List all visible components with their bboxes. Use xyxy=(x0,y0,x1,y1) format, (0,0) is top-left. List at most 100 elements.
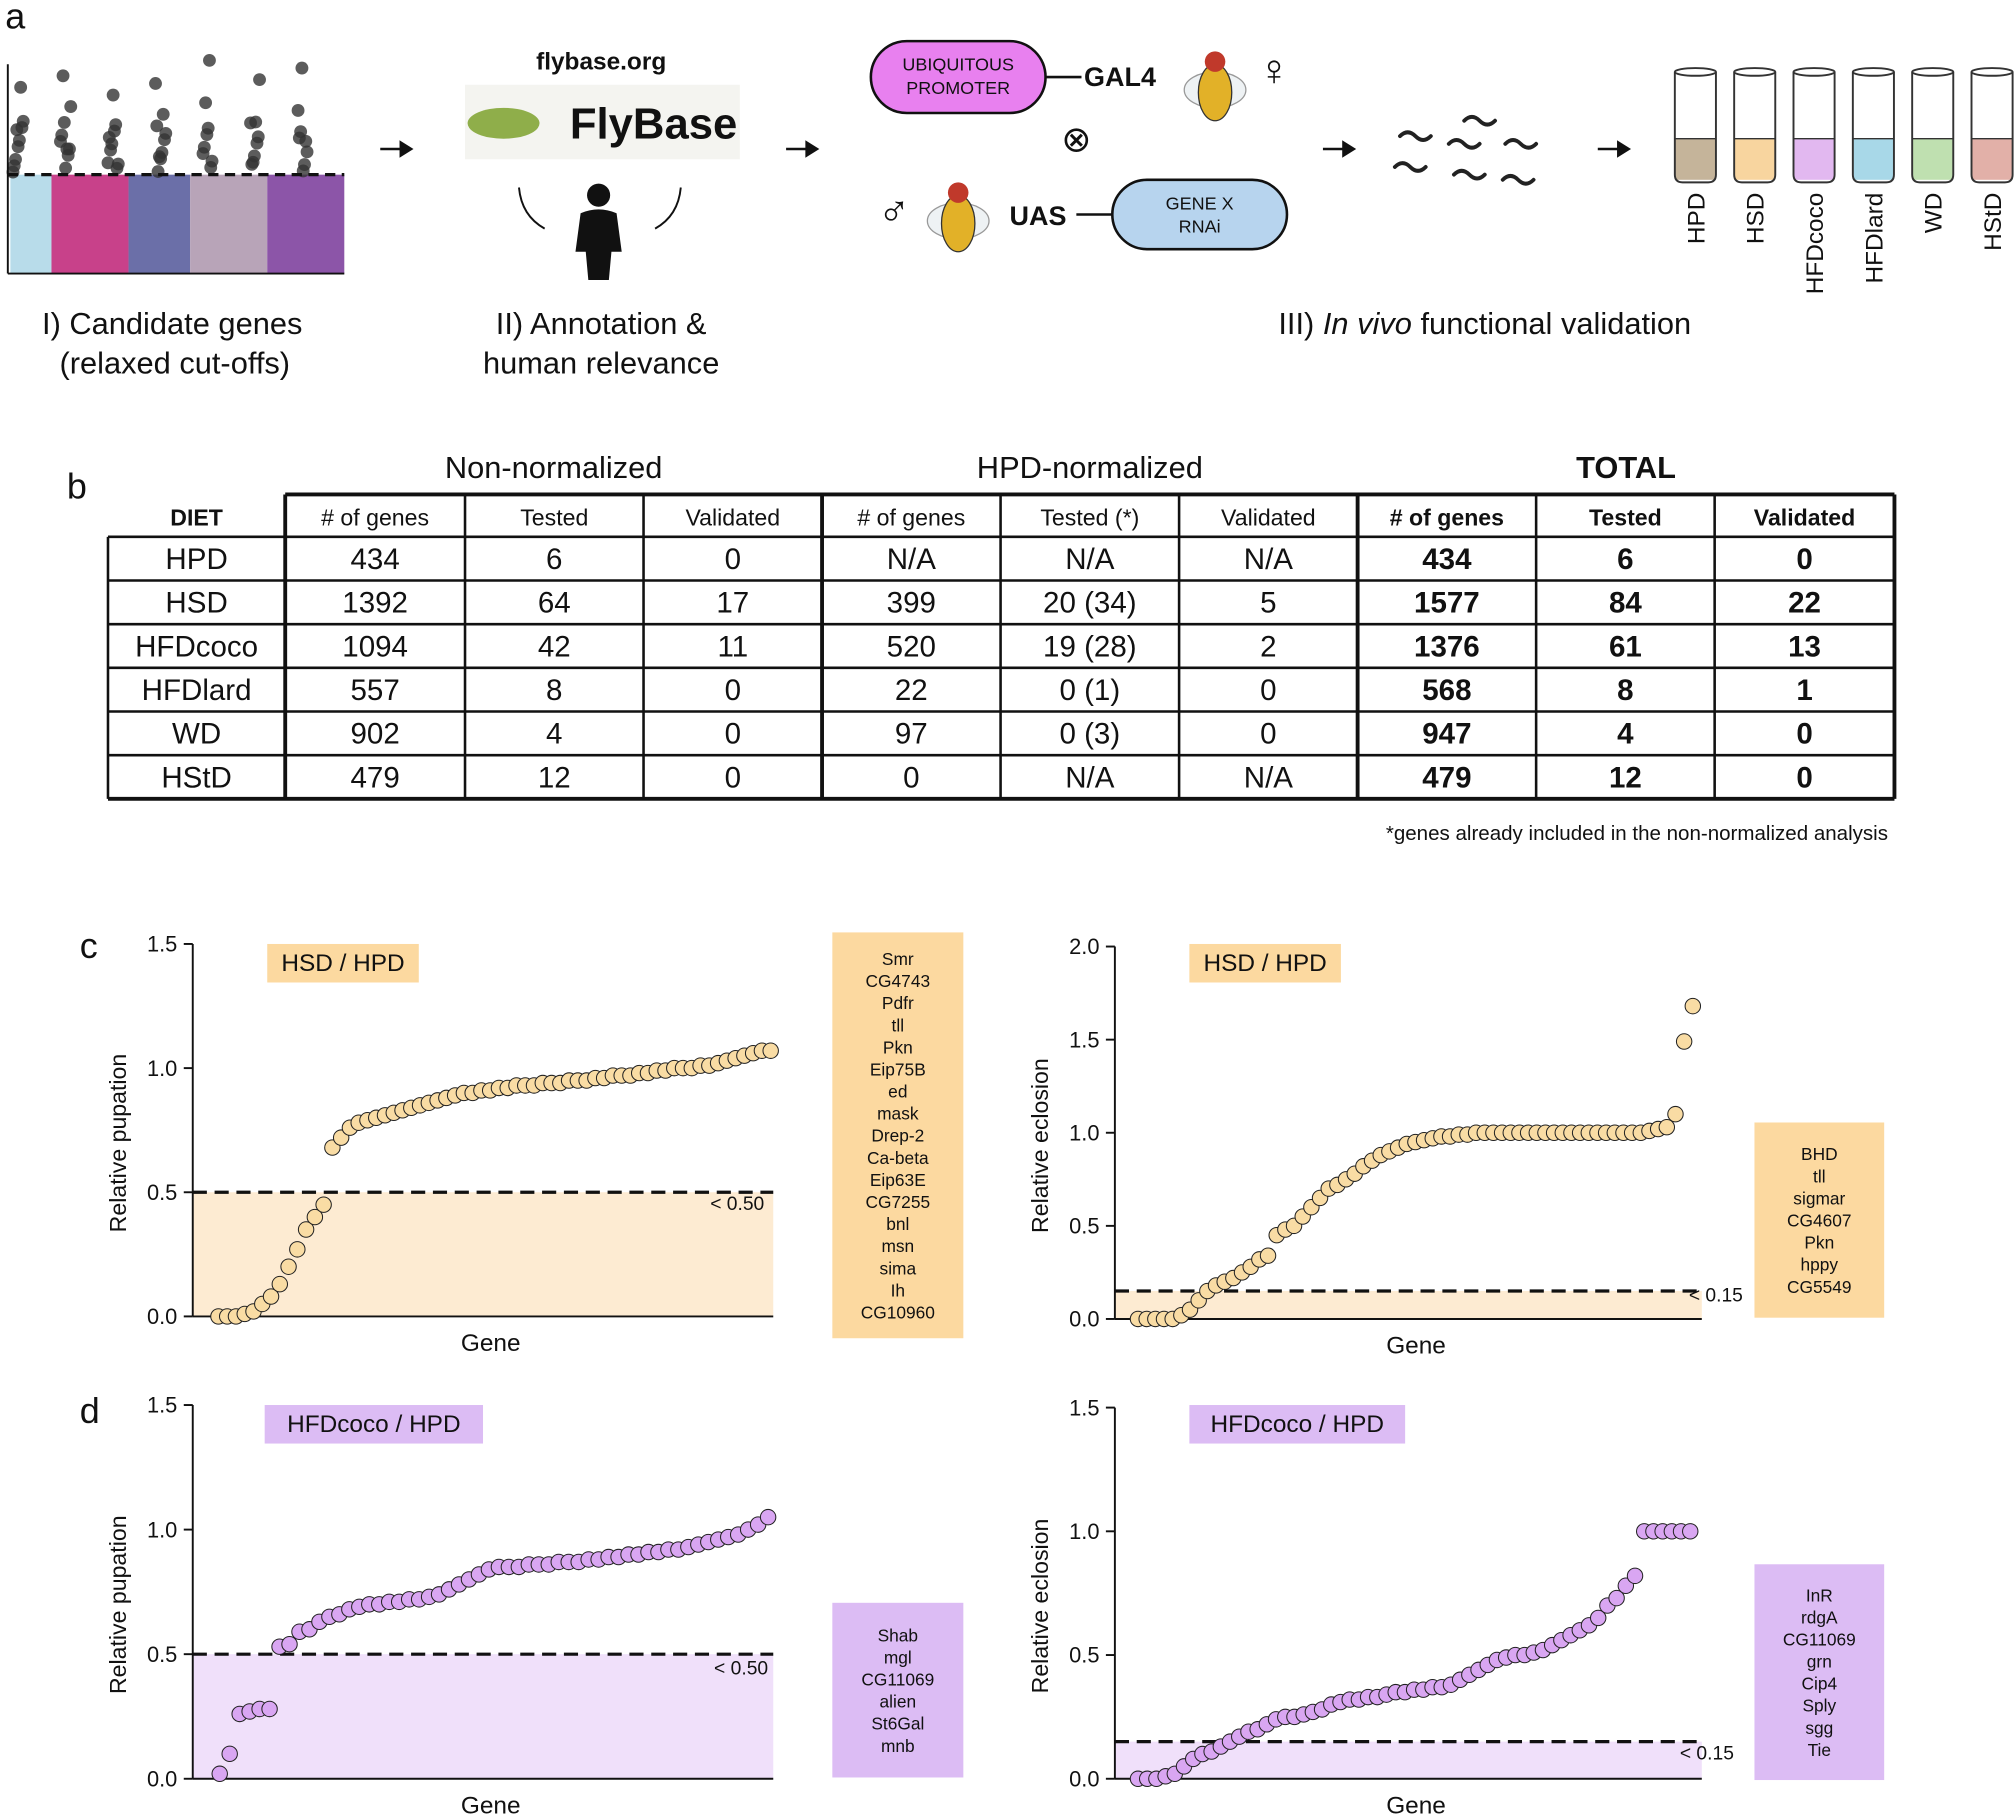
gene-name: msn xyxy=(881,1236,914,1256)
table-cell: 22 xyxy=(895,674,928,707)
data-point xyxy=(1259,1247,1277,1264)
table-cell: 902 xyxy=(350,718,399,751)
gene-name: Shab xyxy=(878,1625,918,1645)
y-tick-label: 2.0 xyxy=(1069,934,1099,959)
snp-dot xyxy=(294,125,308,139)
table-cell: HStD xyxy=(161,761,232,794)
gene-name: Eip75B xyxy=(870,1059,926,1079)
group-title: Non-normalized xyxy=(445,450,663,485)
table-cell: HFDcoco xyxy=(135,630,258,663)
snp-dot xyxy=(9,152,22,166)
tube-rim xyxy=(1970,67,2014,77)
gene-name: mgl xyxy=(884,1647,912,1667)
snp-dot xyxy=(205,154,219,168)
gene-name: alien xyxy=(880,1692,917,1712)
data-point xyxy=(280,1258,297,1275)
gene-name: Pkn xyxy=(1804,1233,1834,1253)
gene-name: InR xyxy=(1806,1585,1833,1605)
step-part: functional validation xyxy=(1412,306,1691,341)
data-point xyxy=(1608,1589,1625,1607)
y-tick-label: 0.5 xyxy=(1069,1214,1099,1239)
chromosome-band xyxy=(51,174,129,274)
gene-name: grn xyxy=(1807,1652,1832,1672)
threshold-region xyxy=(192,1192,774,1317)
snp-dot xyxy=(201,121,215,135)
tube-food xyxy=(1912,138,1954,180)
chart-title: HSD / HPD xyxy=(281,950,404,977)
gene-box xyxy=(1754,1122,1885,1318)
y-tick-label: 1.0 xyxy=(1069,1519,1099,1544)
table-cell: 4 xyxy=(546,718,562,751)
arrows xyxy=(380,140,1632,158)
column-header: # of genes xyxy=(321,504,429,530)
gene-box xyxy=(832,1602,964,1778)
x-axis-label: Gene xyxy=(461,1330,521,1357)
tube xyxy=(1792,71,1836,184)
chromosome-band xyxy=(128,174,191,274)
x-axis-label: Gene xyxy=(1386,1792,1446,1816)
snp-dot xyxy=(14,80,28,94)
table-cell: 17 xyxy=(716,587,749,620)
title-box xyxy=(267,943,419,983)
snp-dot xyxy=(299,134,313,148)
chart-title: HFDcoco / HPD xyxy=(1211,1411,1384,1438)
tube xyxy=(1673,71,1717,184)
tube-food xyxy=(1971,138,2013,180)
tube-rim xyxy=(1673,67,1717,77)
data-point xyxy=(762,1042,779,1059)
female-symbol: ♀ xyxy=(1258,46,1291,95)
gene-name: tll xyxy=(892,1015,905,1035)
title-box xyxy=(1189,1405,1406,1444)
data-point xyxy=(1667,1105,1684,1123)
gene-name: St6Gal xyxy=(871,1714,924,1734)
table-cell: 6 xyxy=(546,543,562,576)
gene-name: mnb xyxy=(881,1736,915,1756)
column-header: Tested xyxy=(1589,504,1662,530)
snp-dot xyxy=(197,140,211,154)
gene-name: CG10960 xyxy=(861,1302,935,1322)
y-tick-label: 1.0 xyxy=(1069,1120,1099,1145)
step-label: II) Annotation & xyxy=(496,306,707,341)
data-point xyxy=(221,1745,238,1763)
table-cell: 434 xyxy=(1422,543,1472,576)
table-cell: HFDlard xyxy=(142,674,252,707)
gene-name: sima xyxy=(880,1258,917,1278)
promoter-label: UBIQUITOUS xyxy=(902,55,1014,75)
footnote: *genes already included in the non-norma… xyxy=(1386,822,1888,845)
gene-name: CG4607 xyxy=(1787,1211,1852,1231)
gene-name: CG11069 xyxy=(861,1670,934,1690)
chart-title: HSD / HPD xyxy=(1203,950,1326,977)
head xyxy=(1204,51,1226,72)
gene-name: rdgA xyxy=(1801,1607,1838,1627)
panel-label: d xyxy=(80,1390,100,1431)
larva xyxy=(1500,174,1536,186)
promoter-label: PROMOTER xyxy=(906,78,1010,98)
head xyxy=(947,182,969,203)
table-cell: 1 xyxy=(1796,674,1812,707)
tube xyxy=(1970,71,2014,184)
diet-label: HFDcoco xyxy=(1802,193,1829,295)
x-axis-label: Gene xyxy=(1386,1333,1446,1360)
arrow-head xyxy=(1342,140,1357,158)
column-header: # of genes xyxy=(857,504,965,530)
table-cell: 4 xyxy=(1617,718,1634,751)
table-cell: 479 xyxy=(1422,761,1471,794)
column-header: Tested (*) xyxy=(1040,504,1139,530)
y-tick-label: 1.5 xyxy=(1069,1027,1099,1052)
scatter-chart: 0.0 0.5 1.0 1.5 2.0 < 0.15 HSD / HPD Gene Relati… xyxy=(1027,934,1885,1360)
gene-name: Eip63E xyxy=(870,1170,926,1190)
panel-label: c xyxy=(80,925,98,966)
gene-name: Sply xyxy=(1802,1696,1836,1716)
tube-rim xyxy=(1851,67,1895,77)
chromosome-band xyxy=(190,174,268,274)
data-point xyxy=(1675,1033,1693,1050)
table-cell: 0 xyxy=(1796,718,1812,751)
table-cell: 84 xyxy=(1609,587,1642,620)
snp-dot xyxy=(150,119,164,133)
rnai-pill xyxy=(1111,178,1289,251)
rnai-label: RNAi xyxy=(1179,216,1221,236)
gene-name: BHD xyxy=(1801,1144,1838,1164)
table-cell: N/A xyxy=(1065,543,1115,576)
y-tick-label: 1.5 xyxy=(1069,1395,1099,1420)
